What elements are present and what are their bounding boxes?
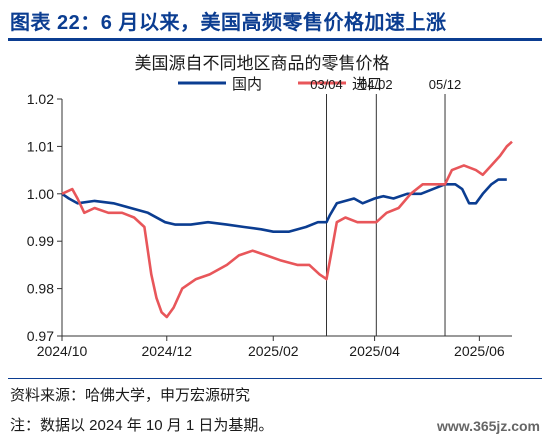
title-divider: [8, 38, 542, 41]
event-line-label: 04/02: [360, 77, 393, 92]
watermark: www.365jz.com: [437, 418, 540, 434]
retail-price-chart: 美国源自不同地区商品的零售价格 国内 进口 03/04 04/02 05/12 0.9…: [27, 54, 513, 359]
x-tick-label: 2025/06: [454, 343, 505, 359]
y-tick-label: 1.01: [27, 138, 54, 154]
x-tick-label: 2024/10: [37, 343, 88, 359]
x-tick-label: 2025/02: [248, 343, 299, 359]
x-tick-label: 2025/04: [349, 343, 400, 359]
series-line: [61, 140, 513, 319]
event-line-label: 03/04: [310, 77, 343, 92]
chart-axes: 0.97 0.98 0.99 1.00 1.01 1.02 2024/10 2024/12 20…: [27, 91, 512, 359]
source-note: 资料来源：哈佛大学，申万宏源研究: [10, 387, 251, 404]
y-tick-label: 0.97: [27, 328, 54, 344]
legend-label: 进口: [352, 76, 382, 93]
series-line: [61, 178, 507, 233]
figure-title: 图表 22：6 月以来，美国高频零售价格加速上涨: [10, 12, 447, 34]
y-tick-label: 1.00: [27, 186, 54, 202]
footer-divider: [8, 378, 542, 379]
chart-legend: 国内 进口: [178, 76, 382, 93]
y-tick-label: 0.98: [27, 281, 54, 297]
plot-series: [61, 140, 513, 319]
y-tick-label: 1.02: [27, 91, 54, 107]
legend-label: 国内: [232, 76, 262, 93]
base-period-note: 注：数据以 2024 年 10 月 1 日为基期。: [10, 417, 274, 434]
chart-title: 美国源自不同地区商品的零售价格: [135, 54, 390, 73]
event-lines: 03/04 04/02 05/12: [310, 77, 461, 336]
y-tick-label: 0.99: [27, 233, 54, 249]
event-line-label: 05/12: [429, 77, 462, 92]
x-tick-label: 2024/12: [141, 343, 192, 359]
